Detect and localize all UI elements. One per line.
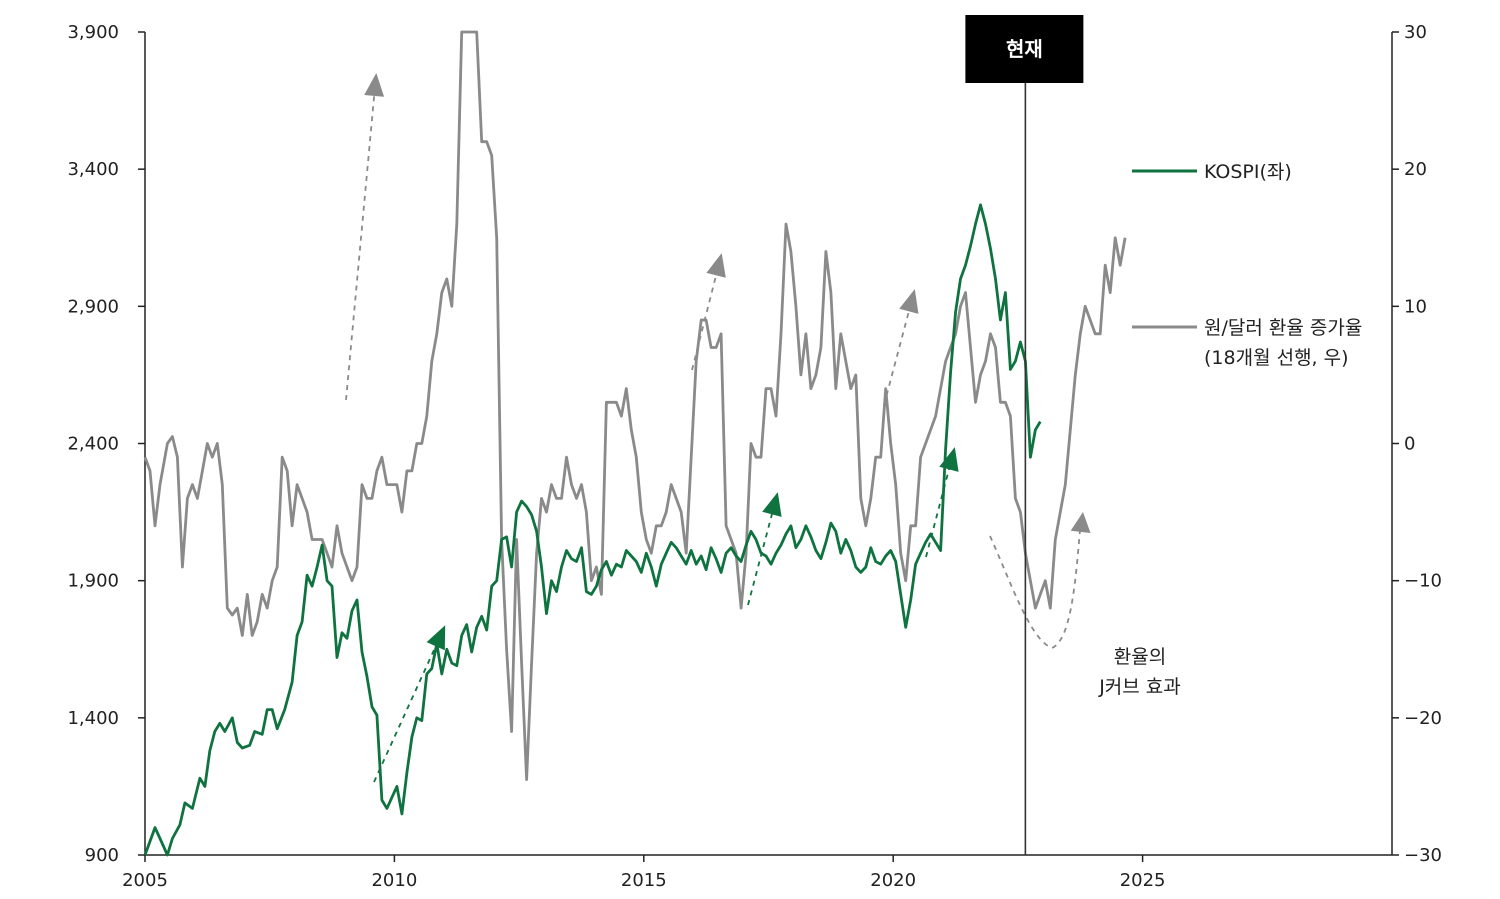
j-curve-annotation: 환율의 J커브 효과 xyxy=(1098,646,1181,698)
left-y-ticks: 900 1,400 1,900 2,400 2,900 3,400 3,900 xyxy=(67,22,145,866)
x-tick-label: 2010 xyxy=(371,870,417,891)
annotation-line-1: 환율의 xyxy=(1114,646,1166,668)
right-y-tick-label: −30 xyxy=(1404,845,1442,866)
fx-growth-line xyxy=(143,30,1127,781)
left-y-tick-label: 2,400 xyxy=(67,434,119,455)
j-curve-path xyxy=(989,529,1081,649)
legend-label-kospi: KOSPI(좌) xyxy=(1204,161,1292,183)
right-y-tick-label: −20 xyxy=(1404,708,1442,729)
x-tick-label: 2025 xyxy=(1120,870,1166,891)
j-curve-arrow-head xyxy=(1070,512,1091,533)
trend-arrows xyxy=(345,73,1091,783)
legend-label-fx: 원/달러 환율 증가율 xyxy=(1204,317,1362,339)
left-y-tick-label: 3,400 xyxy=(67,159,119,180)
green-arrow-1-shaft xyxy=(373,627,445,783)
green-arrow-2-head xyxy=(762,492,782,517)
x-tick-label: 2020 xyxy=(870,870,916,891)
gray-arrow-3-head xyxy=(899,289,919,314)
current-marker: 현재 xyxy=(965,15,1084,855)
left-y-tick-label: 3,900 xyxy=(67,22,119,43)
series-lines xyxy=(143,30,1127,857)
left-y-tick-label: 900 xyxy=(85,845,119,866)
annotation-line-2: J커브 효과 xyxy=(1098,676,1181,698)
legend-label-fx-subtitle: (18개월 선행, 우) xyxy=(1204,347,1349,369)
x-tick-label: 2005 xyxy=(122,870,168,891)
plot-background xyxy=(145,32,1392,855)
kospi-line xyxy=(143,203,1042,857)
right-y-tick-label: 20 xyxy=(1404,159,1427,180)
gray-arrow-1-head xyxy=(364,73,385,97)
right-y-tick-label: 30 xyxy=(1404,22,1427,43)
gray-arrow-1-shaft xyxy=(345,75,377,401)
current-marker-label: 현재 xyxy=(1006,37,1043,61)
right-y-ticks: −30 −20 −10 0 10 20 30 xyxy=(1392,22,1442,866)
current-marker-box xyxy=(965,15,1084,83)
legend: KOSPI(좌) 원/달러 환율 증가율 (18개월 선행, 우) xyxy=(1132,161,1362,369)
right-y-tick-label: −10 xyxy=(1404,571,1442,592)
x-ticks: 2005 2010 2015 2020 2025 xyxy=(122,855,1166,891)
plot-area: 900 1,400 1,900 2,400 2,900 3,400 3,900 −30 −20… xyxy=(67,15,1442,891)
gray-arrow-2-head xyxy=(706,253,726,278)
green-arrow-1-head xyxy=(426,625,446,651)
right-y-tick-label: 10 xyxy=(1404,296,1427,317)
right-y-tick-label: 0 xyxy=(1404,434,1415,455)
left-y-tick-label: 2,900 xyxy=(67,296,119,317)
left-y-tick-label: 1,900 xyxy=(67,571,119,592)
x-tick-label: 2015 xyxy=(621,870,667,891)
left-y-tick-label: 1,400 xyxy=(67,708,119,729)
